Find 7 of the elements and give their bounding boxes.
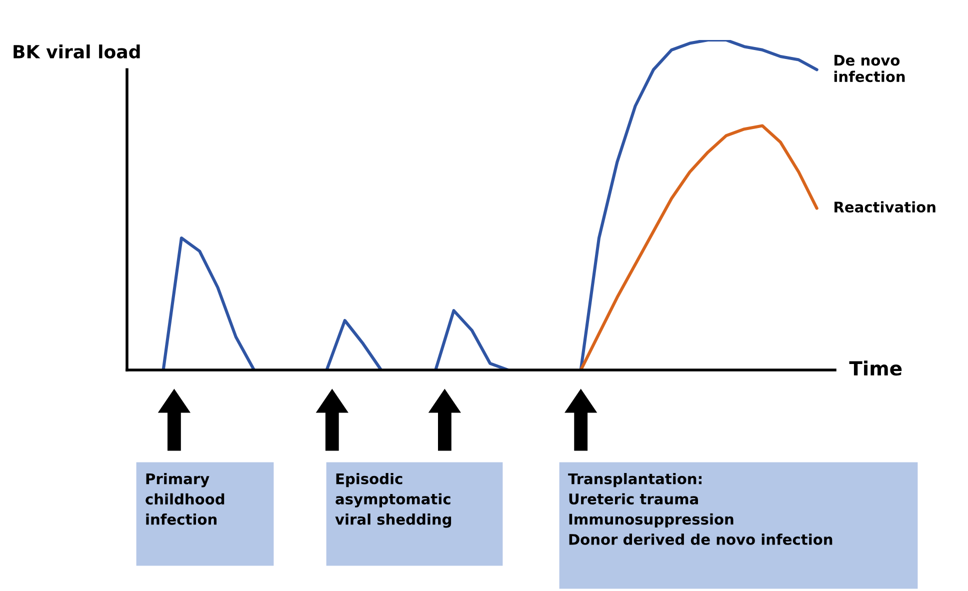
text: Transplantation: Ureteric trauma Immunosuppression Donor derived de novo infection bbox=[568, 473, 832, 545]
series-label: Reactivation bbox=[834, 201, 936, 213]
x-axis-title: Time bbox=[849, 360, 902, 376]
series-label: De novo infection bbox=[834, 54, 905, 82]
y-axis-title: BK viral load bbox=[14, 44, 140, 58]
text: Episodic asymptomatic viral shedding bbox=[335, 473, 452, 528]
text: Primary childhood infection bbox=[146, 473, 224, 525]
